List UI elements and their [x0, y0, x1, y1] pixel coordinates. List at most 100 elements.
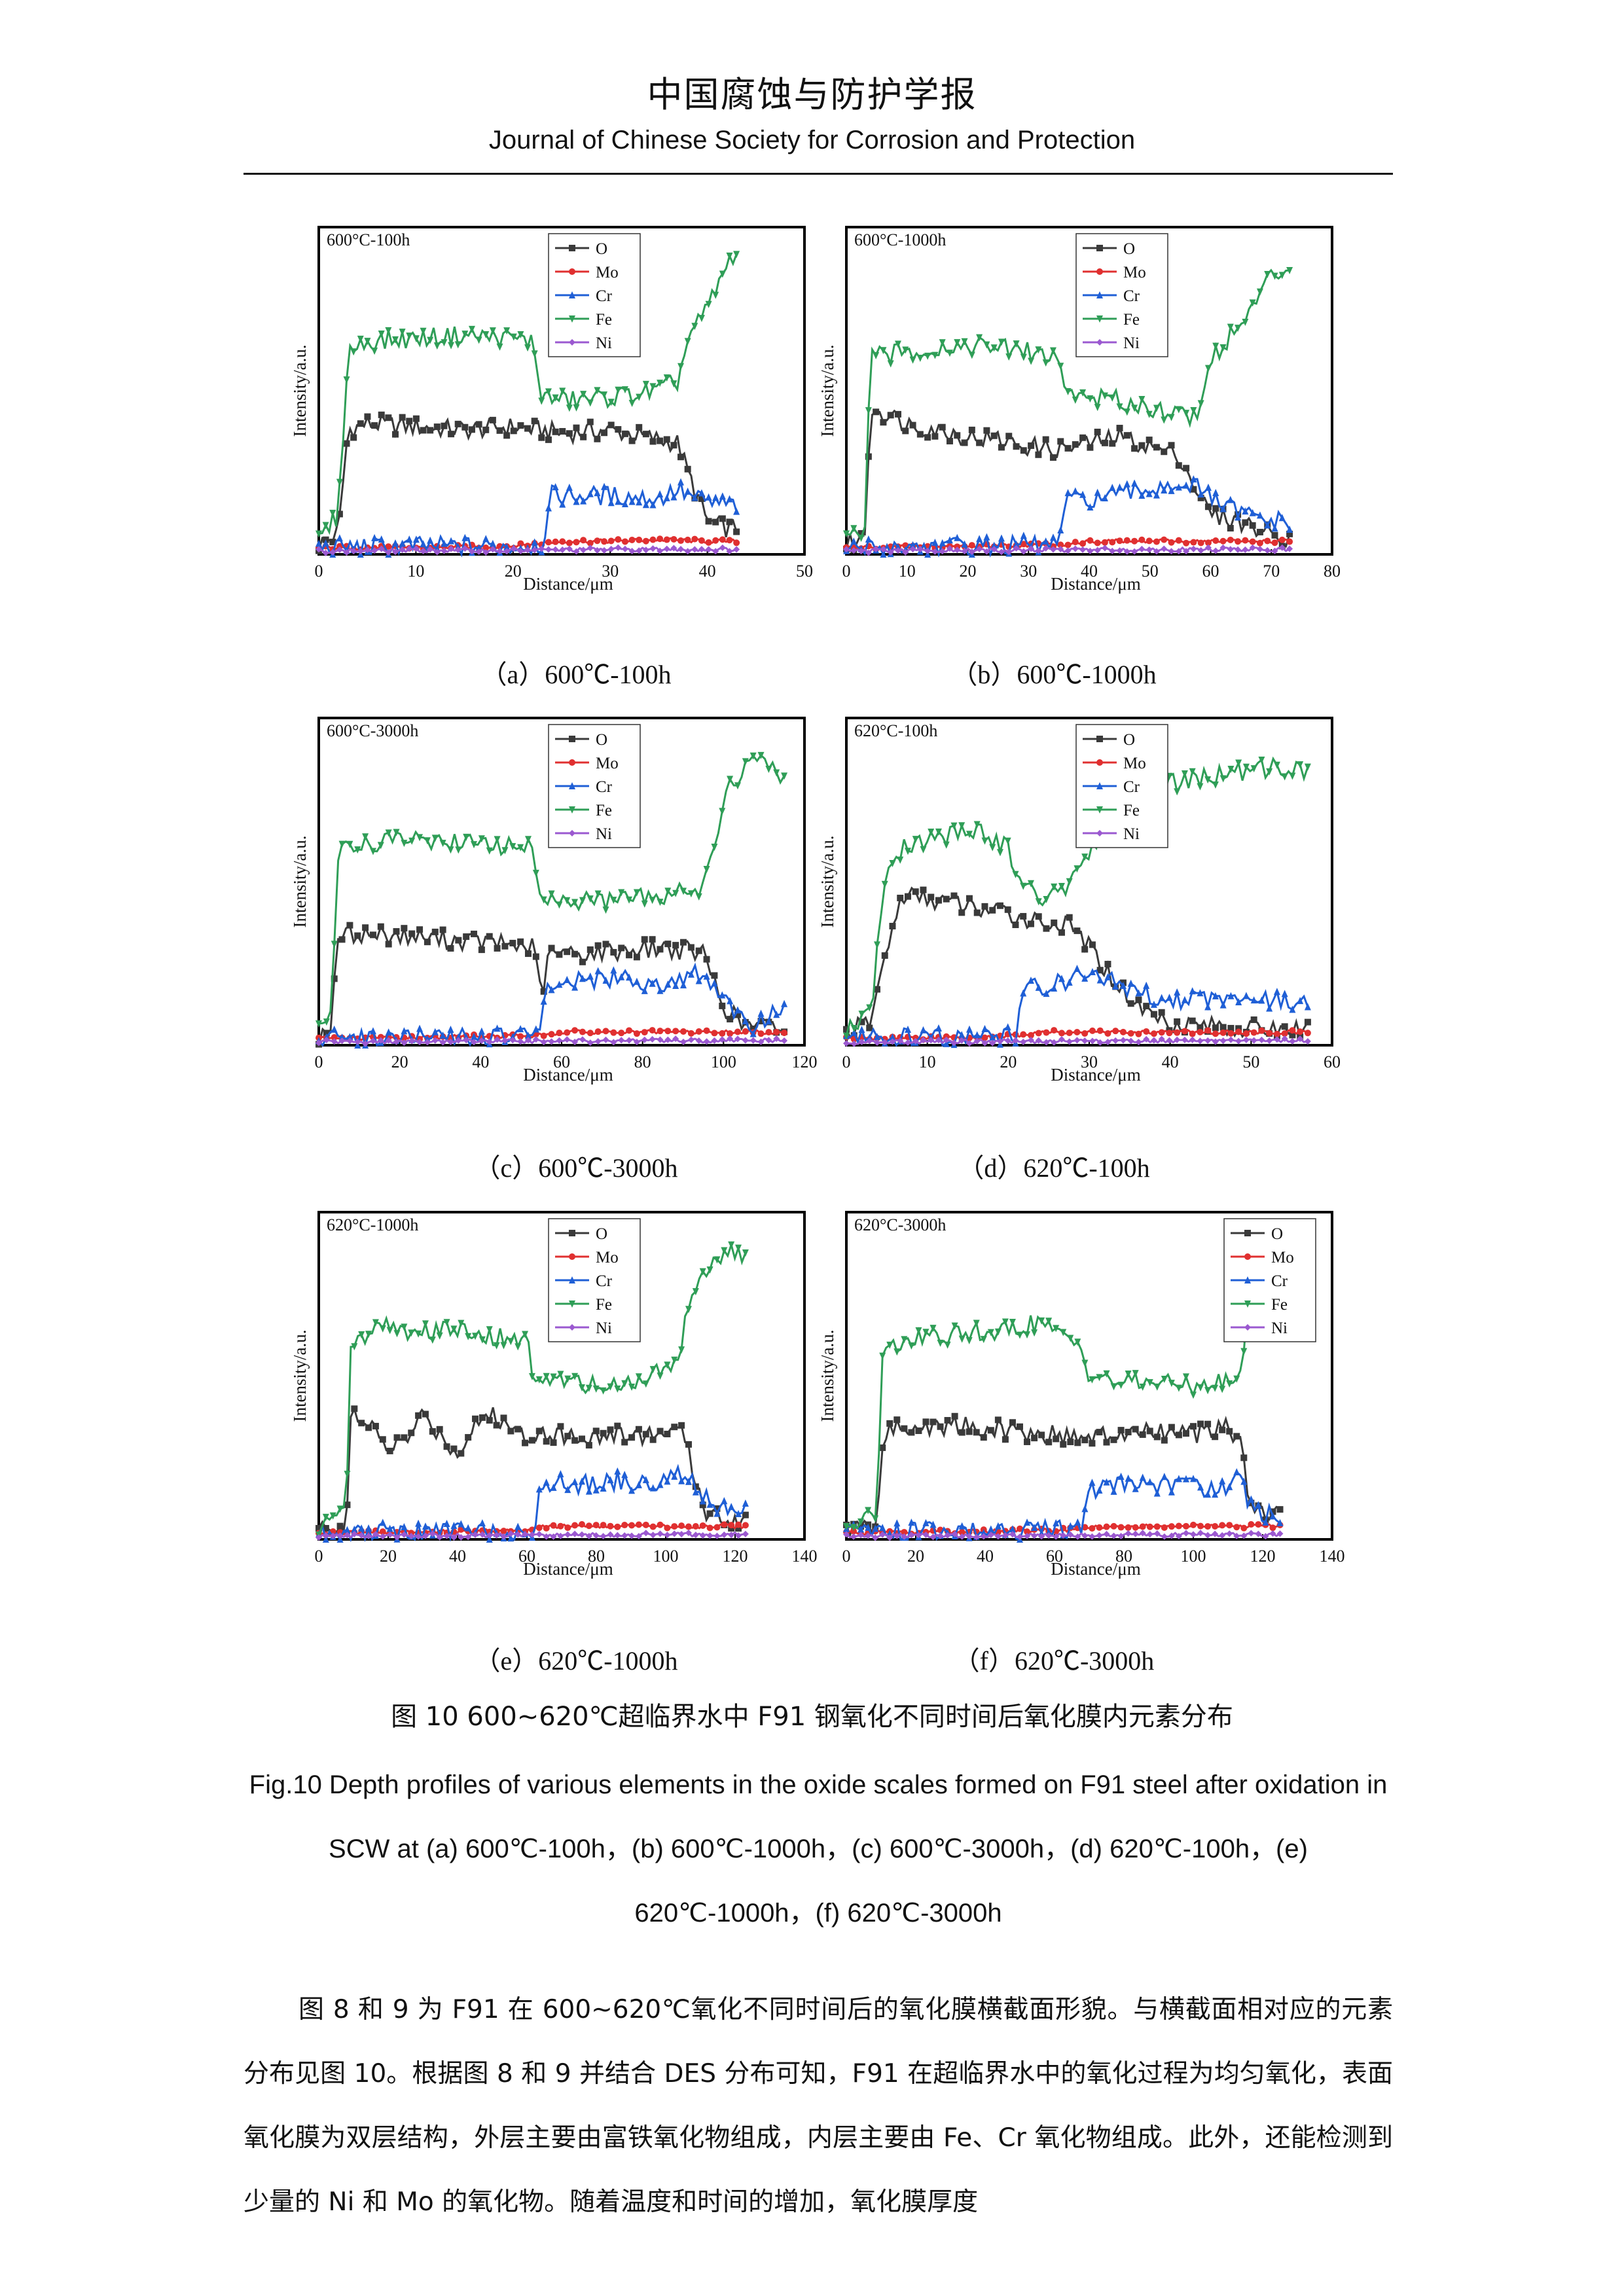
series-marker-Cr: [726, 495, 733, 503]
x-tick-label: 20: [380, 1547, 397, 1566]
series-marker-Cr: [663, 493, 670, 501]
series-marker-Mo: [727, 1030, 734, 1037]
series-marker-O: [1150, 1011, 1157, 1018]
series-marker-Cr: [1139, 1473, 1146, 1481]
series-marker-Cr: [344, 1526, 351, 1534]
series-marker-Mo: [1278, 536, 1286, 543]
legend-marker-Ni: [1096, 830, 1103, 836]
series-marker-Fe: [1146, 410, 1153, 418]
series-marker-Ni: [734, 1035, 741, 1043]
series-marker-Ni: [385, 1037, 392, 1044]
chart-svg-f: 0 20 40 60 80 100 120 140Distance/μmIntensity/a…: [818, 1211, 1345, 1579]
series-marker-Cr: [641, 986, 648, 994]
series-marker-Mo: [1161, 536, 1168, 543]
series-marker-Cr: [1227, 992, 1235, 999]
series-marker-Fe: [954, 339, 961, 347]
series-marker-Fe: [866, 1004, 873, 1012]
series-marker-Cr: [664, 1477, 671, 1485]
series-marker-Mo: [733, 539, 740, 547]
series-marker-Mo: [721, 1521, 728, 1528]
series-marker-O: [642, 431, 649, 438]
series-marker-O: [663, 436, 670, 443]
series-marker-O: [996, 902, 1003, 909]
series-marker-Ni: [973, 1534, 980, 1541]
series-marker-Fe: [552, 394, 559, 402]
series-marker-Fe: [1235, 325, 1242, 332]
series-marker-Mo: [633, 1030, 640, 1037]
series-marker-Ni: [1072, 545, 1079, 552]
series-marker-Fe: [1110, 1383, 1117, 1391]
legend-label-Fe: Fe: [596, 802, 612, 819]
series-marker-Fe: [378, 331, 385, 338]
series-marker-Cr: [994, 1522, 1001, 1530]
series-marker-Ni: [695, 1037, 702, 1045]
series-marker-Fe: [566, 404, 573, 412]
series-marker-Fe: [322, 522, 329, 529]
series-marker-Cr: [721, 1497, 728, 1505]
series-marker-Ni: [1183, 548, 1190, 555]
series-marker-Mo: [1158, 1029, 1165, 1036]
series-marker-Fe: [1227, 765, 1235, 773]
series-marker-Cr: [1035, 983, 1042, 991]
series-marker-Cr: [614, 1467, 621, 1475]
series-marker-Fe: [443, 1319, 450, 1327]
series-marker-Ni: [990, 546, 998, 553]
series-marker-Fe: [994, 1328, 1001, 1336]
series-marker-Mo: [1110, 1522, 1117, 1530]
x-tick-label: 40: [699, 562, 716, 581]
series-marker-Cr: [1020, 989, 1027, 997]
series-marker-Mo: [1297, 1028, 1304, 1035]
series-marker-O: [1074, 1439, 1081, 1446]
series-marker-Ni: [850, 1533, 857, 1540]
series-marker-Ni: [649, 1035, 656, 1043]
series-marker-O: [454, 420, 461, 427]
series-marker-Fe: [1020, 882, 1027, 890]
series-marker-Fe: [677, 363, 685, 370]
series-marker-O: [1168, 442, 1175, 449]
series-marker-Ni: [468, 548, 475, 555]
series-marker-O: [1109, 440, 1116, 447]
series-marker-Cr: [579, 975, 586, 982]
series-marker-O: [965, 1428, 973, 1435]
series-marker-Fe: [1204, 365, 1212, 372]
series-marker-Mo: [1212, 1522, 1219, 1530]
series-marker-O: [976, 439, 983, 446]
series-marker-Mo: [1153, 1523, 1161, 1530]
series-marker-O: [873, 986, 880, 993]
series-marker-O: [1089, 1440, 1096, 1447]
series-marker-Cr: [369, 1027, 376, 1035]
series-marker-Ni: [1028, 545, 1035, 552]
series-marker-O: [365, 1424, 372, 1431]
series-marker-Ni: [378, 545, 385, 552]
series-marker-Mo: [1027, 1031, 1034, 1039]
series-marker-Fe: [610, 897, 617, 905]
series-marker-Ni: [1043, 1039, 1050, 1046]
series-marker-O: [372, 1422, 379, 1429]
series-marker-Fe: [401, 840, 408, 848]
series-marker-Ni: [865, 1532, 872, 1539]
series-marker-Fe: [929, 1325, 937, 1333]
series-marker-Mo: [1204, 539, 1212, 547]
series-marker-O: [1143, 1003, 1150, 1010]
series-marker-Ni: [765, 1037, 772, 1044]
series-marker-Fe: [385, 327, 392, 334]
series-marker-Ni: [472, 1531, 479, 1538]
series-marker-Fe: [336, 1505, 344, 1513]
series-marker-Cr: [1168, 1488, 1175, 1496]
series-marker-Cr: [378, 535, 385, 543]
series-marker-O: [1269, 1508, 1276, 1515]
plot-frame: [317, 226, 806, 556]
series-marker-O: [983, 427, 990, 434]
series-marker-Cr: [649, 1484, 657, 1492]
series-marker-Ni: [1089, 1533, 1096, 1540]
series-marker-Ni: [735, 1532, 742, 1539]
series-marker-Ni: [600, 1533, 607, 1540]
series-marker-Cr: [1153, 491, 1160, 499]
series-marker-Mo: [649, 536, 657, 543]
series-marker-O: [1233, 1433, 1240, 1440]
series-marker-Mo: [1153, 538, 1160, 545]
series-marker-Mo: [649, 1523, 657, 1530]
series-marker-O: [336, 1522, 344, 1530]
series-marker-Ni: [585, 1533, 592, 1540]
series-marker-Cr: [1262, 1518, 1269, 1526]
